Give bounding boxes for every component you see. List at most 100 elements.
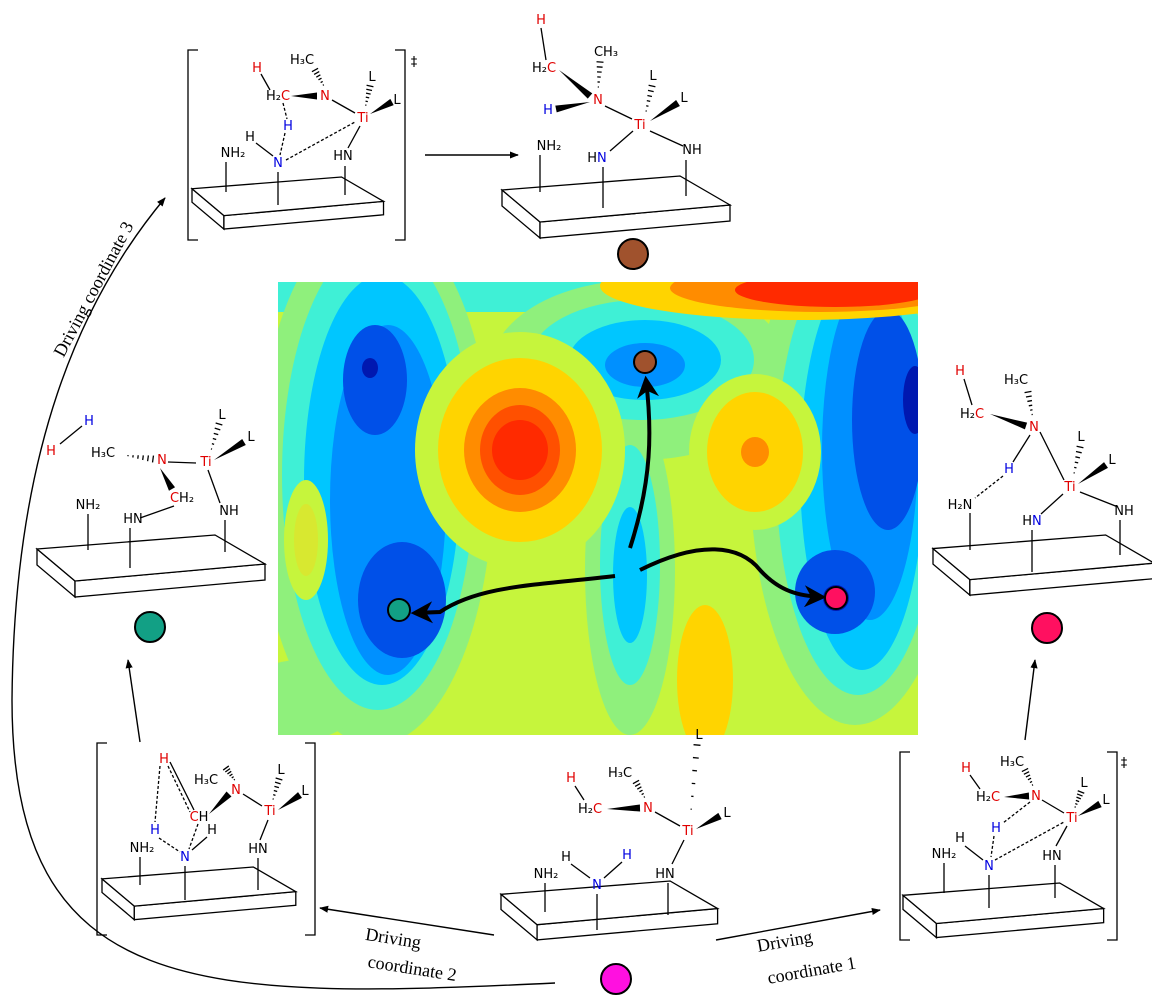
hash-bond [1024, 772, 1029, 775]
hash-bond [234, 779, 235, 780]
atom-label: L [393, 93, 401, 108]
atom-label: Ti [1065, 811, 1077, 826]
hash-bond [367, 85, 374, 86]
hash-bond [1026, 775, 1030, 777]
driving-coordinate-label: coordinate 2 [367, 951, 458, 985]
bond [1013, 435, 1030, 462]
hash-bond [1075, 462, 1078, 463]
figure: Driving coordinate 3 Driving coordinate … [0, 0, 1152, 995]
atom-label: L [1077, 430, 1085, 445]
atom-label: L [368, 70, 376, 85]
bond [170, 762, 194, 810]
atom-label: H [536, 13, 546, 28]
hash-bond [143, 455, 144, 460]
atom-label: CH [190, 810, 209, 825]
atom-label: HN [1042, 849, 1062, 864]
atom-label: Ti [1063, 480, 1075, 495]
hash-bond [213, 438, 216, 439]
atom-label: L [1108, 453, 1116, 468]
hash-bond [1076, 800, 1079, 801]
wedge-bond [1078, 462, 1108, 484]
bond [243, 794, 262, 806]
hash-bond [321, 81, 323, 82]
atom-label: H₃C [608, 766, 632, 781]
wedge-bond [990, 414, 1027, 429]
atom-label: L [695, 728, 703, 743]
bond [541, 28, 546, 60]
atom-label: H₃C [290, 53, 314, 68]
hash-bond [276, 778, 283, 780]
hash-bond [366, 89, 372, 90]
atom-label: Ti [681, 824, 693, 839]
bond [60, 426, 82, 444]
bond [140, 506, 174, 518]
atom-label: NH [682, 143, 702, 158]
hash-bond [1076, 797, 1080, 799]
atom-label: H [159, 752, 169, 767]
bond [605, 106, 632, 119]
hash-bond [366, 93, 371, 94]
atom-label: N [984, 859, 994, 874]
atom-label: NH₂ [537, 139, 562, 154]
hash-bond [323, 85, 324, 86]
hydrogen-bond [975, 476, 1003, 498]
atom-label: N [320, 89, 330, 104]
atom-label: L [680, 91, 688, 106]
atom-label: H₂C [578, 802, 602, 817]
hash-bond [366, 97, 369, 98]
bond [610, 131, 633, 151]
bond [1041, 494, 1063, 514]
wedge-bond [555, 102, 590, 112]
driving-coordinate-label: coordinate 1 [766, 953, 858, 988]
atom-label: H₃C [194, 773, 218, 788]
atom-label: HN [333, 149, 353, 164]
atom-label: H [961, 761, 971, 776]
atom-label: H [283, 119, 293, 134]
atom-label: HN [587, 151, 607, 166]
wedge-bond [607, 805, 640, 812]
hash-bond [1027, 401, 1032, 402]
atom-label: NH₂ [221, 146, 246, 161]
wedge-bond [209, 792, 231, 814]
atom-label: Ti [263, 804, 275, 819]
hash-bond [1074, 467, 1076, 468]
atom-label: CH₂ [170, 491, 194, 506]
hydrogen-bond [168, 766, 190, 812]
wedge-bond [1078, 801, 1102, 816]
atom-label: H [955, 831, 965, 846]
atom-label: HN [248, 842, 268, 857]
hash-bond [646, 106, 648, 107]
hash-bond [639, 790, 642, 792]
atom-label: H₂C [976, 790, 1000, 805]
hash-bond [216, 423, 223, 425]
atom-label: N [1031, 789, 1041, 804]
atom-label: NH₂ [534, 867, 559, 882]
atom-label: N [593, 93, 603, 108]
hash-bond [637, 787, 641, 789]
hydrogen-bond [1003, 802, 1030, 823]
hash-bond [649, 85, 656, 87]
molecule: HH₃CH₂CNLLTiHHNH₂NHN‡ [903, 755, 1128, 938]
atom-label: N [157, 453, 167, 468]
hash-bond [635, 784, 640, 787]
atom-label: H [566, 771, 576, 786]
hash-bond [633, 780, 639, 783]
atom-label: NH₂ [130, 841, 155, 856]
atom-label: ‡ [1121, 756, 1128, 771]
bond [208, 470, 220, 503]
hydrogen-bond [283, 103, 287, 119]
atom-label: H [245, 130, 255, 145]
atom-label: H₂N [948, 498, 973, 513]
hash-bond [153, 456, 154, 463]
hash-bond [275, 782, 281, 784]
atom-label: L [649, 69, 657, 84]
bond [1040, 432, 1064, 480]
atom-label: NH [219, 504, 239, 519]
hydrogen-bond [159, 838, 180, 852]
hash-bond [1075, 804, 1077, 805]
atom-label: HN [1022, 514, 1042, 529]
hash-bond [647, 101, 650, 102]
hash-bond [1076, 452, 1082, 453]
atom-label: Ti [199, 455, 211, 470]
